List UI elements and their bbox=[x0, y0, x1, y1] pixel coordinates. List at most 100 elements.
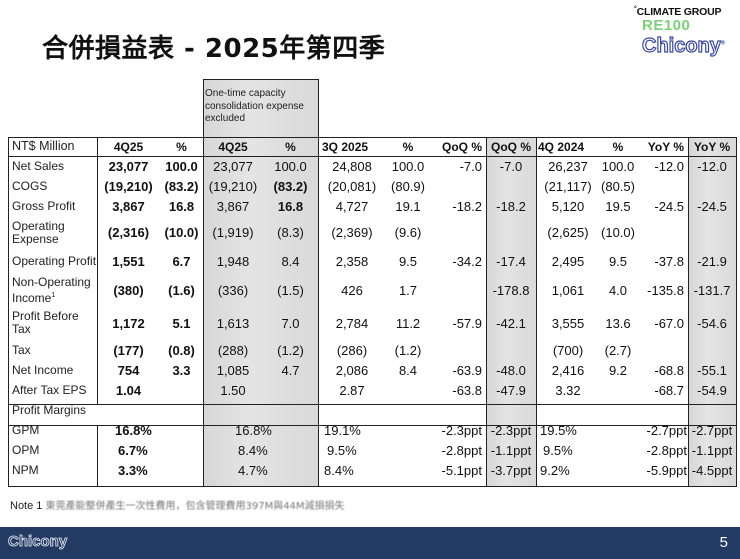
cell: (2,316) bbox=[107, 225, 150, 240]
cell: (80.5) bbox=[601, 178, 635, 194]
cell: 2,358 bbox=[335, 254, 369, 269]
cell: -7.0 bbox=[459, 158, 482, 174]
cell: (1.2) bbox=[277, 342, 304, 358]
cell: (1,919) bbox=[212, 225, 254, 240]
cell: (2,369) bbox=[331, 225, 373, 240]
cell: (21,117) bbox=[544, 178, 592, 194]
cell: -17.4 bbox=[496, 254, 526, 269]
cell: 9.2 bbox=[608, 362, 628, 378]
row-label: Operating Expense bbox=[12, 218, 65, 246]
table-row: After Tax EPS 1.04 1.50 2.87 -63.8 -47.9… bbox=[8, 380, 736, 400]
table-row: Operating Profit 1,551 6.7 1,948 8.4 2,3… bbox=[8, 249, 736, 274]
cell: 6.7 bbox=[172, 254, 191, 269]
page-number: 5 bbox=[719, 534, 728, 551]
cell: 3.32 bbox=[555, 382, 581, 398]
table-row: Profit Before Tax 1,172 5.1 1,613 7.0 2,7… bbox=[8, 306, 736, 340]
cell: 8.4 bbox=[398, 362, 418, 378]
cell: -21.9 bbox=[697, 254, 727, 269]
cell: -47.9 bbox=[496, 382, 526, 398]
qoq-excluded-column-band bbox=[486, 137, 536, 486]
cell: 19.5% bbox=[540, 422, 577, 438]
cell: 16.8 bbox=[168, 198, 195, 214]
column-header: % bbox=[285, 139, 296, 154]
page-title: 合併損益表 - 2025年第四季 bbox=[42, 34, 386, 64]
column-header: 4Q 2024 bbox=[538, 139, 585, 154]
cell bbox=[636, 216, 688, 249]
cell: 24,808 bbox=[332, 158, 372, 174]
divider bbox=[8, 425, 737, 426]
table-row: Operating Expense (2,316) (10.0) (1,919) … bbox=[8, 216, 736, 249]
cell: (700) bbox=[552, 342, 584, 358]
cell: 19.5 bbox=[605, 198, 631, 214]
footer-bar: Chicony 5 bbox=[0, 527, 740, 559]
cell: (2.7) bbox=[604, 342, 632, 358]
cell: -34.2 bbox=[452, 254, 482, 269]
cell: 426 bbox=[341, 282, 363, 298]
cell: -3.7ppt bbox=[490, 462, 532, 478]
cell: 26,237 bbox=[548, 158, 588, 174]
column-header: NT$ Million bbox=[12, 139, 75, 153]
row-label: Tax bbox=[12, 342, 31, 357]
cell bbox=[430, 340, 486, 360]
cell bbox=[430, 274, 486, 306]
table-row: Net Sales 23,077 100.0 23,077 100.0 24,8… bbox=[8, 156, 736, 176]
cell: (9.6) bbox=[394, 225, 422, 240]
cell: 2,784 bbox=[335, 315, 369, 331]
cell: 3.3% bbox=[118, 462, 148, 478]
cell: 4.7 bbox=[281, 362, 300, 378]
cell: -178.8 bbox=[492, 282, 530, 298]
cell: 23,077 bbox=[108, 158, 149, 174]
cell bbox=[688, 340, 736, 360]
cell: 1,613 bbox=[216, 315, 250, 331]
cell: 8.4 bbox=[281, 254, 300, 269]
income-statement-table: NT$ Million 4Q25 % 4Q25 % 3Q 2025 % QoQ … bbox=[8, 137, 736, 480]
row-label: Net Sales bbox=[12, 158, 65, 173]
cell: 754 bbox=[117, 362, 140, 378]
re100-logo: RE100 bbox=[642, 17, 691, 34]
cell: (10.0) bbox=[164, 225, 199, 240]
cell: (8.3) bbox=[277, 225, 304, 240]
cell bbox=[636, 176, 688, 196]
cell: -7.0 bbox=[499, 158, 523, 174]
cell: (83.2) bbox=[273, 178, 308, 194]
column-header: 4Q25 bbox=[113, 139, 144, 154]
cell: 100.0 bbox=[165, 158, 198, 174]
divider bbox=[688, 137, 689, 487]
footnote: Note 1 東莞產能整併產生一次性費用，包含管理費用397M與44M減損損失 bbox=[10, 497, 345, 512]
cell: -55.1 bbox=[697, 362, 727, 378]
cell: 1.7 bbox=[398, 282, 418, 298]
column-header: YoY % bbox=[693, 139, 731, 154]
cell: 16.8% bbox=[115, 422, 152, 438]
cell bbox=[160, 380, 203, 400]
cell: -2.7ppt bbox=[646, 422, 687, 438]
cell: 100.0 bbox=[601, 158, 635, 174]
cell: 9.5% bbox=[327, 442, 357, 458]
divider bbox=[8, 137, 737, 138]
cell: -5.1ppt bbox=[441, 462, 482, 478]
cell: 100.0 bbox=[274, 158, 307, 174]
footnote-prefix: Note 1 bbox=[10, 500, 43, 512]
table-row: Net Income 754 3.3 1,085 4.7 2,086 8.4 -… bbox=[8, 360, 736, 380]
table-row: Tax (177) (0.8) (288) (1.2) (286) (1.2) … bbox=[8, 340, 736, 360]
cell bbox=[263, 380, 318, 400]
cell: 2,495 bbox=[551, 254, 585, 269]
cell: -63.8 bbox=[452, 382, 482, 398]
table-row: Gross Profit 3,867 16.8 3,867 16.8 4,727… bbox=[8, 196, 736, 216]
cell: 5,120 bbox=[551, 198, 585, 214]
column-header: % bbox=[176, 139, 187, 154]
cell: 5.1 bbox=[172, 315, 191, 331]
cell: -67.0 bbox=[654, 315, 684, 331]
cell: 8.4% bbox=[238, 442, 268, 458]
cell: -54.6 bbox=[697, 315, 727, 331]
row-label: Profit Before Tax bbox=[12, 309, 79, 336]
cell: -1.1ppt bbox=[490, 442, 532, 458]
footnote-marker: 1 bbox=[51, 291, 56, 299]
section-label: Profit Margins bbox=[12, 402, 87, 417]
cell: (1.6) bbox=[168, 282, 195, 298]
cell: -2.8ppt bbox=[441, 442, 482, 458]
row-label: COGS bbox=[12, 178, 48, 193]
cell: 2,416 bbox=[551, 362, 585, 378]
column-header: % bbox=[402, 139, 414, 154]
cell: (1.5) bbox=[277, 282, 304, 298]
cell: -1.1ppt bbox=[691, 442, 733, 458]
